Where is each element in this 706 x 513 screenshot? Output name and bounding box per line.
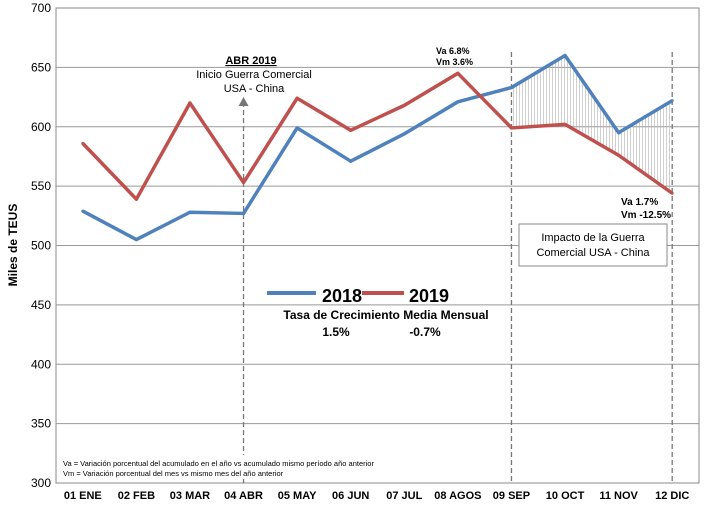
x-tick-label-5: 06 JUN bbox=[332, 490, 369, 502]
point-2018-6 bbox=[402, 132, 406, 136]
x-tick-label-0: 01 ENE bbox=[64, 490, 102, 502]
point-2018-5 bbox=[349, 159, 353, 163]
point-2019-6 bbox=[402, 103, 406, 107]
point-2019-7 bbox=[456, 71, 460, 75]
y-tick-label-600: 600 bbox=[31, 120, 51, 134]
point-2019-11 bbox=[670, 191, 674, 195]
point-2019-1 bbox=[134, 197, 138, 201]
x-tick-label-10: 11 NOV bbox=[599, 490, 638, 502]
point-2019-2 bbox=[188, 101, 192, 105]
legend-label-2018: 2018 bbox=[322, 286, 362, 306]
abr-marker-arrowhead bbox=[238, 97, 249, 106]
point-2019-4 bbox=[295, 96, 299, 100]
y-tick-label-500: 500 bbox=[31, 239, 51, 253]
impact-line1: Impacto de la Guerra bbox=[541, 232, 645, 244]
note-va: Va = Variación porcentual del acumulado … bbox=[63, 459, 374, 468]
x-tick-label-2: 03 MAR bbox=[170, 490, 210, 502]
x-tick-label-1: 02 FEB bbox=[118, 490, 155, 502]
point-2019-5 bbox=[349, 128, 353, 132]
x-axis-ticks: 01 ENE 02 FEB 03 MAR 04 ABR 05 MAY 06 JUN 07 J… bbox=[64, 490, 690, 502]
dic-va-label: Va 1.7% bbox=[621, 197, 658, 208]
point-2018-10 bbox=[617, 131, 621, 135]
point-2018-4 bbox=[295, 126, 299, 130]
legend-label-2019: 2019 bbox=[409, 286, 449, 306]
x-tick-label-6: 07 JUL bbox=[386, 490, 422, 502]
point-2019-3 bbox=[242, 181, 246, 185]
point-2019-0 bbox=[81, 141, 85, 145]
ago-va-label: Va 6.8% bbox=[436, 46, 470, 56]
growth-title: Tasa de Crecimiento Media Mensual bbox=[283, 308, 488, 322]
gridlines bbox=[56, 66, 699, 425]
x-tick-label-7: 08 AGOS bbox=[434, 490, 481, 502]
y-tick-label-300: 300 bbox=[31, 476, 51, 490]
point-2018-0 bbox=[81, 209, 85, 213]
y-tick-label-650: 650 bbox=[31, 60, 51, 74]
impact-line2: Comercial USA - China bbox=[536, 247, 650, 259]
y-tick-label-550: 550 bbox=[31, 179, 51, 193]
x-tick-label-3: 04 ABR bbox=[224, 490, 263, 502]
x-tick-label-8: 09 SEP bbox=[493, 490, 530, 502]
point-2018-1 bbox=[134, 238, 138, 242]
y-axis-label: Miles de TEUS bbox=[6, 204, 20, 287]
point-2019-10 bbox=[617, 153, 621, 157]
point-2018-3 bbox=[242, 211, 246, 215]
growth-2018: 1.5% bbox=[322, 325, 350, 339]
point-2018-2 bbox=[188, 210, 192, 214]
note-vm: Vm = Variación porcentual del mes vs mis… bbox=[63, 469, 284, 478]
dic-vm-label: Vm -12.5% bbox=[621, 210, 671, 221]
abr-annotation-line1: Inicio Guerra Comercial bbox=[196, 69, 312, 81]
y-tick-label-700: 700 bbox=[31, 1, 51, 15]
y-axis-ticks: 300 350 400 450 500 550 600 650 700 bbox=[31, 1, 51, 490]
series-line-2018 bbox=[81, 53, 674, 242]
point-2018-7 bbox=[456, 100, 460, 104]
y-tick-label-450: 450 bbox=[31, 298, 51, 312]
point-2018-9 bbox=[563, 54, 567, 57]
x-tick-label-9: 10 OCT bbox=[546, 490, 585, 502]
ago-vm-label: Vm 3.6% bbox=[436, 57, 473, 67]
point-2019-8 bbox=[509, 126, 513, 130]
point-2018-11 bbox=[670, 99, 674, 103]
point-2019-9 bbox=[563, 122, 567, 126]
series-lines bbox=[81, 53, 674, 242]
x-tick-label-11: 12 DIC bbox=[655, 490, 689, 502]
point-2018-8 bbox=[509, 86, 513, 90]
y-tick-label-350: 350 bbox=[31, 417, 51, 431]
x-tick-label-4: 05 MAY bbox=[278, 490, 317, 502]
abr-annotation-line2: USA - China bbox=[224, 83, 285, 95]
notes-box bbox=[58, 455, 438, 479]
impact-hatch-area bbox=[513, 55, 670, 192]
series-line-2019 bbox=[81, 71, 674, 201]
impact-box bbox=[518, 223, 668, 267]
growth-2019: -0.7% bbox=[409, 325, 441, 339]
y-tick-label-400: 400 bbox=[31, 357, 51, 371]
abr-annotation-title: ABR 2019 bbox=[225, 55, 276, 67]
